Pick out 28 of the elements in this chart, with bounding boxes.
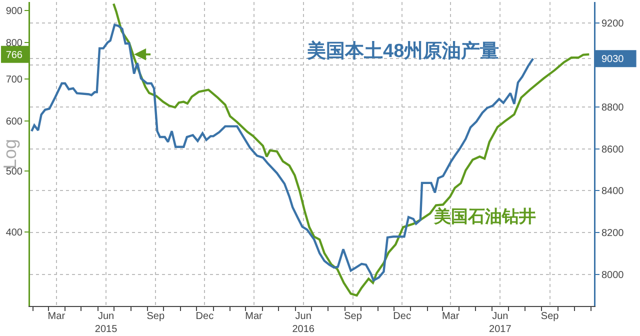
x-tick-label: Dec xyxy=(393,311,411,322)
x-tick-label: Mar xyxy=(245,311,264,322)
series-label: 美国石油钻井 xyxy=(433,207,536,226)
line-series xyxy=(30,24,534,282)
x-tick-label: Jun 2016 xyxy=(292,311,315,335)
y-tick-label: 600 xyxy=(6,116,23,128)
x-tick-label: Jun 2017 xyxy=(489,311,512,335)
y2-tick-label: 8200 xyxy=(602,228,624,240)
y2-tick-label: 8400 xyxy=(602,186,624,198)
y-tick-label: 700 xyxy=(6,74,23,86)
y2-tick-label: 9200 xyxy=(602,18,624,30)
line-series xyxy=(112,2,590,297)
x-tick-label: Sep xyxy=(344,311,362,322)
y-tick-label: 900 xyxy=(6,6,23,17)
y-tick-label: 400 xyxy=(6,227,23,238)
y2-tick-label: 8000 xyxy=(602,270,624,282)
x-tick-label: Mar xyxy=(442,311,460,322)
x-tick-label: Jun 2015 xyxy=(94,311,118,335)
series-label: 美国本土48州原油产量 xyxy=(306,40,500,62)
y2-tick-label: 8800 xyxy=(602,102,624,114)
x-tick-label: Dec xyxy=(196,311,214,322)
y2-tick-label: 8600 xyxy=(602,144,624,156)
y-tick-label: 500 xyxy=(6,166,23,178)
y2-tick-label: 9030 xyxy=(602,54,624,66)
y-tick-label: 766 xyxy=(6,50,23,61)
x-tick-label: Mar xyxy=(48,311,66,322)
x-tick-label: Sep xyxy=(540,311,560,322)
x-tick-label: Sep xyxy=(146,311,165,322)
